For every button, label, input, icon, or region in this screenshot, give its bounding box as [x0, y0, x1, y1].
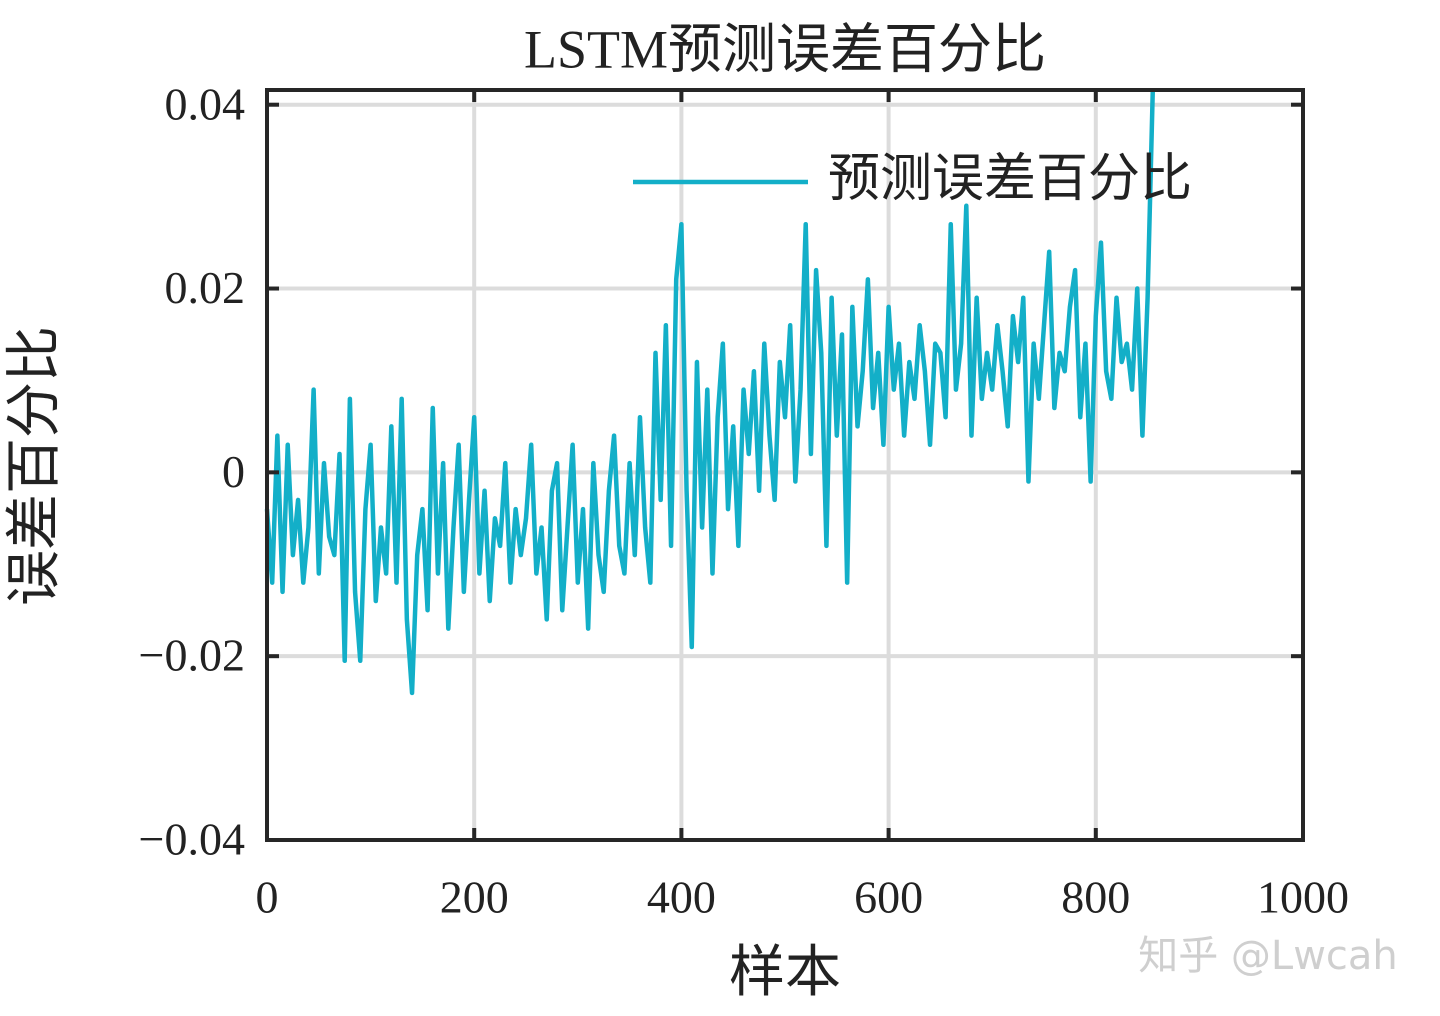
- x-tick-label: 0: [256, 872, 279, 923]
- x-tick-label: 1000: [1257, 872, 1349, 923]
- x-axis-label: 样本: [729, 942, 841, 1004]
- watermark: 知乎 @Lwcah: [1138, 933, 1398, 979]
- y-tick-label: 0.04: [165, 78, 246, 129]
- x-tick-label: 600: [854, 872, 923, 923]
- y-tick-label: −0.02: [139, 630, 245, 681]
- legend-label: 预测误差百分比: [828, 151, 1192, 208]
- x-tick-label: 400: [647, 872, 716, 923]
- axes-box: [265, 88, 1305, 842]
- data-line: [264, 89, 1156, 696]
- y-tick-label: −0.04: [139, 814, 245, 865]
- chart-title: LSTM预测误差百分比: [524, 19, 1046, 79]
- x-tick-label: 800: [1061, 872, 1130, 923]
- y-tick-label: 0.02: [165, 262, 246, 313]
- y-tick-label: 0: [222, 446, 245, 497]
- y-axis-label: 误差百分比: [4, 326, 66, 606]
- x-tick-label: 200: [440, 872, 509, 923]
